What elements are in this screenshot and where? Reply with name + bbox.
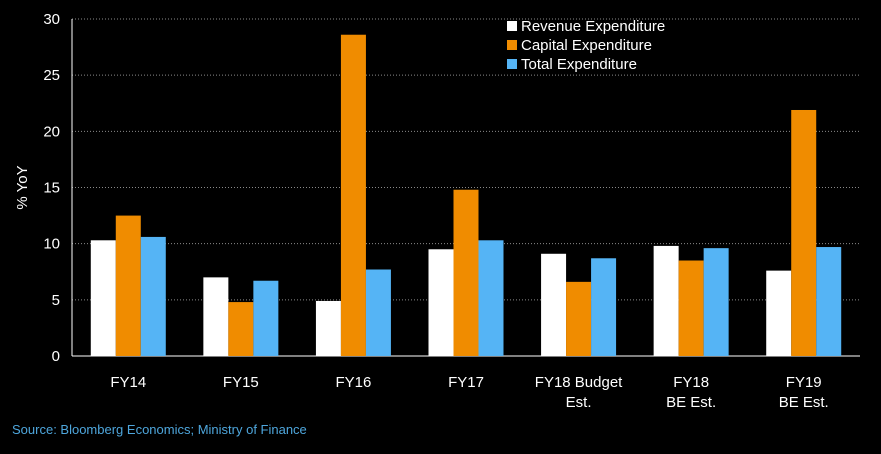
x-tick-label: BE Est. [666,394,716,411]
bar-3 [365,269,391,356]
x-tick-label: Est. [566,394,592,411]
legend-swatch [507,40,517,50]
bar-2 [228,302,254,356]
y-axis-title: % YoY [14,165,31,209]
bar-2 [115,215,141,356]
bar-1 [766,270,792,356]
y-tick-label: 25 [43,67,60,84]
y-tick-label: 10 [43,236,60,253]
x-tick-label: FY18 [673,374,709,391]
bar-1 [428,249,454,356]
bar-2 [678,260,704,356]
bar-3 [816,247,842,356]
bar-3 [478,240,504,356]
y-tick-label: 30 [43,11,60,28]
bar-3 [703,248,729,356]
y-tick-label: 0 [52,348,60,365]
legend-swatch [507,59,517,69]
bar-2 [791,109,817,357]
x-tick-label: FY14 [110,374,146,391]
legend-swatch [507,21,517,31]
x-tick-label: FY18 Budget [535,374,623,391]
y-tick-label: 5 [52,292,60,309]
legend-label: Revenue Expenditure [521,18,665,35]
legend-label: Capital Expenditure [521,37,652,54]
x-tick-label: FY15 [223,374,259,391]
bar-2 [566,281,592,356]
bar-1 [653,245,679,356]
bar-3 [253,280,279,356]
source-note: Source: Bloomberg Economics; Ministry of… [12,422,307,437]
x-tick-label: BE Est. [779,394,829,411]
bar-3 [140,236,166,356]
legend-label: Total Expenditure [521,56,637,73]
bar-1 [203,277,229,356]
bar-3 [591,258,617,356]
x-tick-label: FY16 [335,374,371,391]
bar-2 [340,34,366,357]
x-tick-label: FY17 [448,374,484,391]
bar-1 [541,253,567,356]
bar-2 [453,189,479,356]
bar-1 [315,300,341,356]
y-tick-label: 20 [43,123,60,140]
x-tick-label: FY19 [786,374,822,391]
bar-1 [90,240,116,356]
y-tick-label: 15 [43,180,60,197]
